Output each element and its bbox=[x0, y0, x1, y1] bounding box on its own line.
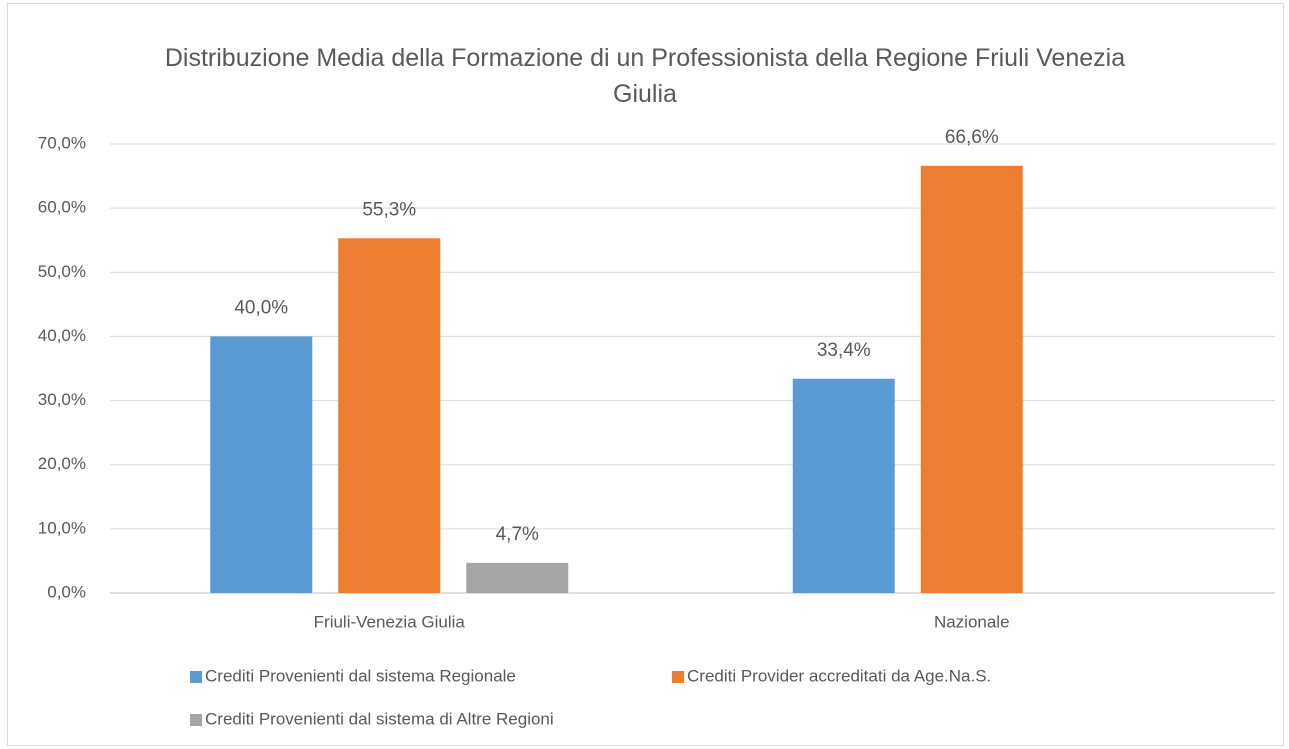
y-tick-label: 50,0% bbox=[38, 262, 86, 281]
y-tick-label: 20,0% bbox=[38, 454, 86, 473]
y-tick-label: 70,0% bbox=[38, 133, 86, 152]
data-label: 4,7% bbox=[496, 524, 539, 545]
data-label: 33,4% bbox=[817, 340, 871, 361]
bar bbox=[210, 336, 313, 593]
legend-label: Crediti Provenienti dal sistema di Altre… bbox=[205, 709, 554, 728]
y-tick-label: 40,0% bbox=[38, 326, 86, 345]
y-tick-label: 60,0% bbox=[38, 198, 86, 217]
legend-label: Crediti Provenienti dal sistema Regional… bbox=[205, 666, 516, 685]
bar bbox=[792, 378, 895, 593]
bar bbox=[338, 238, 441, 594]
legend-swatch bbox=[190, 671, 202, 683]
x-tick-label: Friuli-Venezia Giulia bbox=[314, 612, 466, 631]
y-tick-label: 30,0% bbox=[38, 390, 86, 409]
y-tick-label: 10,0% bbox=[38, 518, 86, 537]
legend-label: Crediti Provider accreditati da Age.Na.S… bbox=[687, 666, 991, 685]
bar bbox=[920, 165, 1023, 593]
legend-swatch bbox=[672, 671, 684, 683]
data-label: 66,6% bbox=[945, 127, 999, 148]
data-label: 40,0% bbox=[234, 297, 288, 318]
chart-title: Distribuzione Media della Formazione di … bbox=[164, 44, 1126, 108]
y-tick-label: 0,0% bbox=[47, 582, 86, 601]
legend-swatch bbox=[190, 714, 202, 726]
chart-border bbox=[7, 3, 1284, 746]
bar bbox=[466, 562, 569, 593]
data-label: 55,3% bbox=[362, 199, 416, 220]
x-tick-label: Nazionale bbox=[934, 612, 1010, 631]
